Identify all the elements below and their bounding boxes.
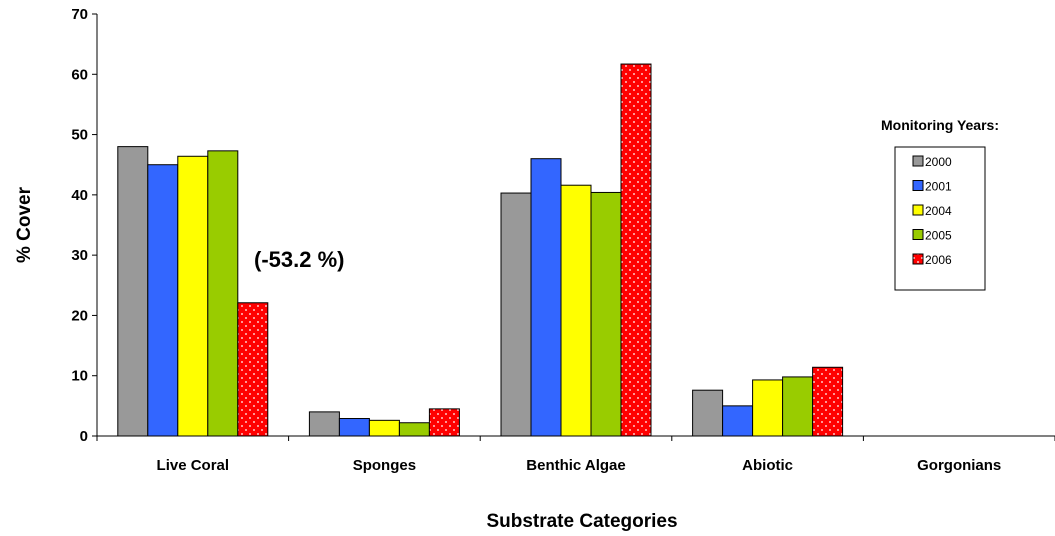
- legend-label: 2004: [925, 204, 952, 218]
- bar-sponges-2001: [338, 418, 370, 437]
- x-axis-title: Substrate Categories: [486, 511, 677, 532]
- bar-live-coral-2001: [147, 164, 179, 437]
- y-tick-label: 30: [71, 247, 88, 264]
- legend: 2000 2001 2004 2005 2006: [894, 146, 986, 291]
- bar-sponges-2006: [428, 408, 460, 437]
- bar-benthic-algae-2006: [620, 63, 652, 437]
- y-tick-label: 0: [80, 428, 88, 445]
- legend-swatch-2000: [912, 155, 924, 167]
- legend-swatch-2004: [912, 204, 924, 216]
- y-tick-label: 70: [71, 6, 88, 23]
- legend-title: Monitoring Years:: [881, 117, 999, 133]
- legend-swatch-2006: [912, 253, 924, 265]
- bar-live-coral-2006: [237, 302, 269, 437]
- y-tick-label: 60: [71, 66, 88, 83]
- category-label: Live Coral: [157, 457, 230, 474]
- category-labels: Live Coral Sponges Benthic Algae Abiotic Gor…: [157, 457, 1002, 474]
- y-tick-label: 20: [71, 307, 88, 324]
- legend-label: 2006: [925, 253, 952, 267]
- legend-swatch-2001: [912, 180, 924, 191]
- y-axis-ticks: 0 10 20 30 40 50 60 70: [71, 6, 97, 445]
- bar-sponges-2000: [308, 411, 340, 437]
- bar-benthic-algae-2005: [590, 191, 622, 437]
- bar-benthic-algae-2004: [560, 184, 592, 437]
- legend-swatch-2005: [912, 229, 924, 240]
- bar-abiotic-2005: [782, 376, 814, 437]
- bar-live-coral-2000: [117, 146, 149, 437]
- category-label: Abiotic: [742, 457, 793, 474]
- legend-label: 2001: [925, 180, 952, 194]
- y-tick-label: 40: [71, 187, 88, 204]
- legend-box: [894, 146, 986, 291]
- bar-sponges-2005: [398, 422, 430, 437]
- bar-sponges-2004: [368, 419, 400, 437]
- bars: [117, 63, 844, 437]
- legend-label: 2005: [925, 229, 952, 243]
- bar-abiotic-2000: [692, 389, 724, 437]
- category-label: Sponges: [353, 457, 416, 474]
- category-label: Gorgonians: [917, 457, 1001, 474]
- bar-abiotic-2004: [752, 379, 784, 437]
- annotation-label: (-53.2 %): [254, 247, 344, 272]
- legend-label: 2000: [925, 155, 952, 169]
- category-label: Benthic Algae: [526, 457, 625, 474]
- bar-benthic-algae-2000: [500, 192, 532, 437]
- bar-abiotic-2001: [722, 405, 754, 437]
- axes: [96, 14, 1055, 441]
- bar-live-coral-2004: [177, 155, 209, 437]
- bar-abiotic-2006: [812, 366, 844, 437]
- bar-live-coral-2005: [207, 150, 239, 437]
- y-tick-label: 50: [71, 127, 88, 144]
- y-axis-title: % Cover: [14, 186, 35, 263]
- y-tick-label: 10: [71, 368, 88, 385]
- bar-benthic-algae-2001: [530, 158, 562, 437]
